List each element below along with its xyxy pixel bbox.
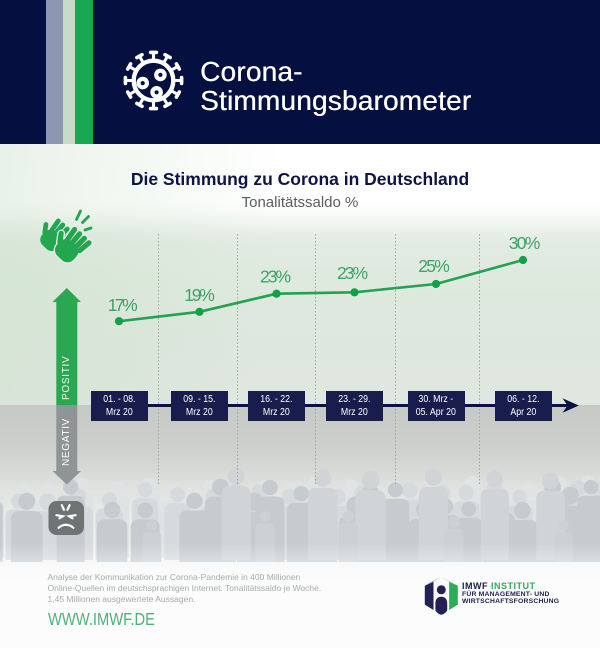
- svg-text:25%: 25%: [418, 256, 450, 276]
- svg-text:19%: 19%: [184, 285, 215, 305]
- svg-text:23%: 23%: [260, 267, 291, 287]
- svg-text:23%: 23%: [337, 263, 368, 283]
- svg-text:30%: 30%: [509, 233, 541, 253]
- svg-text:17%: 17%: [108, 295, 138, 315]
